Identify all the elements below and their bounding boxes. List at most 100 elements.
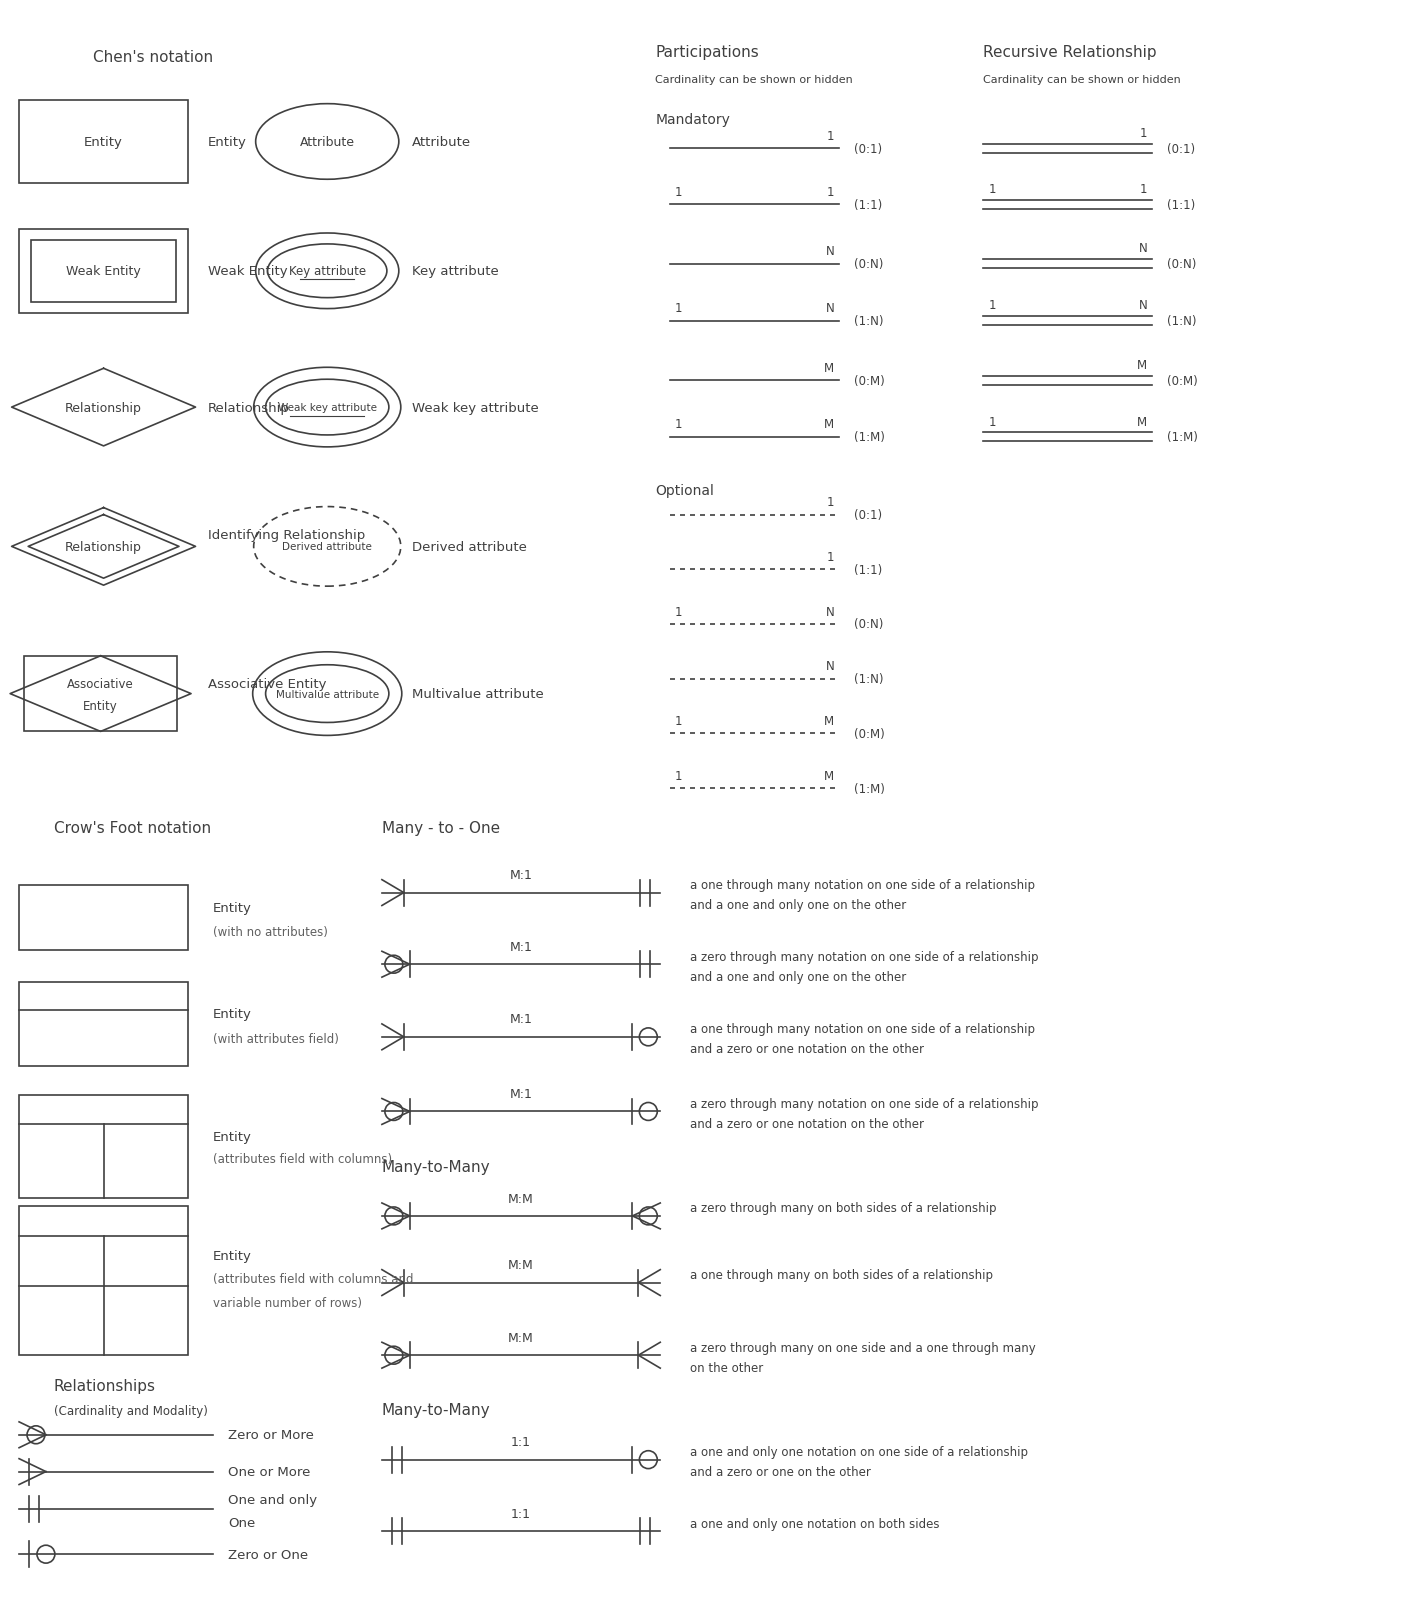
Text: (0:1): (0:1) <box>854 143 882 156</box>
Text: Entity: Entity <box>84 136 124 149</box>
Text: 1: 1 <box>827 550 834 563</box>
Text: Relationship: Relationship <box>208 401 289 414</box>
Ellipse shape <box>256 104 399 180</box>
Text: Zero or More: Zero or More <box>227 1428 313 1441</box>
Text: M:M: M:M <box>508 1191 534 1204</box>
Ellipse shape <box>256 234 399 310</box>
Bar <box>20 230 188 313</box>
Text: Key attribute: Key attribute <box>411 265 498 278</box>
Text: M: M <box>824 362 834 375</box>
Bar <box>20 1206 188 1355</box>
Text: M:1: M:1 <box>510 1013 532 1026</box>
Text: Cardinality can be shown or hidden: Cardinality can be shown or hidden <box>656 75 854 84</box>
Text: a one and only one notation on one side of a relationship: a one and only one notation on one side … <box>691 1446 1028 1459</box>
Text: a one through many notation on one side of a relationship: a one through many notation on one side … <box>691 1022 1035 1035</box>
Text: 1: 1 <box>988 299 995 312</box>
Text: N: N <box>1139 299 1147 312</box>
Text: N: N <box>826 605 834 618</box>
Text: and a one and only one on the other: and a one and only one on the other <box>691 899 907 912</box>
Text: 1: 1 <box>675 302 682 315</box>
Text: (0:N): (0:N) <box>1167 258 1196 271</box>
Text: (1:N): (1:N) <box>1167 315 1196 328</box>
Text: Entity: Entity <box>213 901 251 914</box>
Text: 1: 1 <box>1140 127 1147 140</box>
Text: Entity: Entity <box>213 1130 251 1143</box>
Ellipse shape <box>254 368 400 448</box>
Text: 1:1: 1:1 <box>511 1435 531 1448</box>
Text: (1:N): (1:N) <box>854 674 883 687</box>
Ellipse shape <box>268 245 388 299</box>
Text: (0:1): (0:1) <box>1167 143 1195 156</box>
Text: and a zero or one notation on the other: and a zero or one notation on the other <box>691 1117 924 1130</box>
Text: Cardinality can be shown or hidden: Cardinality can be shown or hidden <box>983 75 1181 84</box>
Text: Multivalue attribute: Multivalue attribute <box>275 690 379 700</box>
Text: Weak Entity: Weak Entity <box>208 265 288 278</box>
Text: (1:1): (1:1) <box>854 198 882 211</box>
Text: 1: 1 <box>675 605 682 618</box>
Text: M: M <box>824 769 834 782</box>
Text: 1: 1 <box>675 185 682 198</box>
Text: (0:N): (0:N) <box>854 618 883 631</box>
Text: (1:N): (1:N) <box>854 315 883 328</box>
Text: Multivalue attribute: Multivalue attribute <box>411 688 543 701</box>
Bar <box>20 885 188 951</box>
Ellipse shape <box>254 508 400 588</box>
Text: a zero through many on both sides of a relationship: a zero through many on both sides of a r… <box>691 1201 997 1214</box>
Text: and a zero or one on the other: and a zero or one on the other <box>691 1466 870 1479</box>
Text: M: M <box>824 419 834 432</box>
Text: M:1: M:1 <box>510 868 532 881</box>
Text: Crow's Foot notation: Crow's Foot notation <box>53 821 211 836</box>
Text: (Cardinality and Modality): (Cardinality and Modality) <box>53 1404 208 1417</box>
Text: Zero or One: Zero or One <box>227 1548 307 1561</box>
Text: and a one and only one on the other: and a one and only one on the other <box>691 971 907 984</box>
Text: Relationship: Relationship <box>65 401 142 414</box>
Text: M: M <box>824 714 834 727</box>
Text: 1: 1 <box>675 714 682 727</box>
Text: N: N <box>826 245 834 258</box>
Text: 1: 1 <box>827 185 834 198</box>
Text: Relationship: Relationship <box>65 540 142 553</box>
Text: M:M: M:M <box>508 1258 534 1271</box>
Text: (attributes field with columns and: (attributes field with columns and <box>213 1272 413 1285</box>
Text: a one and only one notation on both sides: a one and only one notation on both side… <box>691 1518 939 1530</box>
Text: (attributes field with columns): (attributes field with columns) <box>213 1152 392 1165</box>
Text: M:1: M:1 <box>510 940 532 953</box>
Text: variable number of rows): variable number of rows) <box>213 1297 362 1310</box>
Text: N: N <box>826 661 834 674</box>
Bar <box>20 1096 188 1198</box>
Ellipse shape <box>265 665 389 722</box>
Text: (1:1): (1:1) <box>1167 198 1195 211</box>
Text: Mandatory: Mandatory <box>656 112 730 127</box>
Text: Optional: Optional <box>656 484 715 497</box>
Text: Derived attribute: Derived attribute <box>282 542 372 552</box>
Text: Entity: Entity <box>83 700 118 712</box>
Text: M:1: M:1 <box>510 1087 532 1100</box>
Text: M:M: M:M <box>508 1331 534 1344</box>
Text: (1:1): (1:1) <box>854 563 882 576</box>
Text: (0:M): (0:M) <box>854 727 885 740</box>
Bar <box>20 982 188 1066</box>
Text: (with no attributes): (with no attributes) <box>213 925 327 938</box>
Text: N: N <box>1139 242 1147 255</box>
Text: a one through many on both sides of a relationship: a one through many on both sides of a re… <box>691 1268 993 1281</box>
Text: One and only: One and only <box>227 1493 317 1506</box>
Bar <box>20 101 188 183</box>
Text: Entity: Entity <box>213 1008 251 1021</box>
Text: Many-to-Many: Many-to-Many <box>382 1402 490 1417</box>
Text: Derived attribute: Derived attribute <box>411 540 526 553</box>
Text: M: M <box>1137 415 1147 428</box>
Text: One or More: One or More <box>227 1466 310 1479</box>
Text: Relationships: Relationships <box>53 1378 156 1393</box>
Text: Attribute: Attribute <box>299 136 355 149</box>
Text: Attribute: Attribute <box>411 136 470 149</box>
Text: Associative: Associative <box>67 678 133 691</box>
Text: 1: 1 <box>827 495 834 508</box>
Text: (0:M): (0:M) <box>854 375 885 388</box>
Text: Key attribute: Key attribute <box>289 265 366 278</box>
Text: Participations: Participations <box>656 45 760 60</box>
Text: (1:M): (1:M) <box>854 432 885 445</box>
Text: 1: 1 <box>1140 183 1147 196</box>
Text: One: One <box>227 1516 256 1529</box>
Text: and a zero or one notation on the other: and a zero or one notation on the other <box>691 1042 924 1055</box>
Text: a one through many notation on one side of a relationship: a one through many notation on one side … <box>691 878 1035 891</box>
